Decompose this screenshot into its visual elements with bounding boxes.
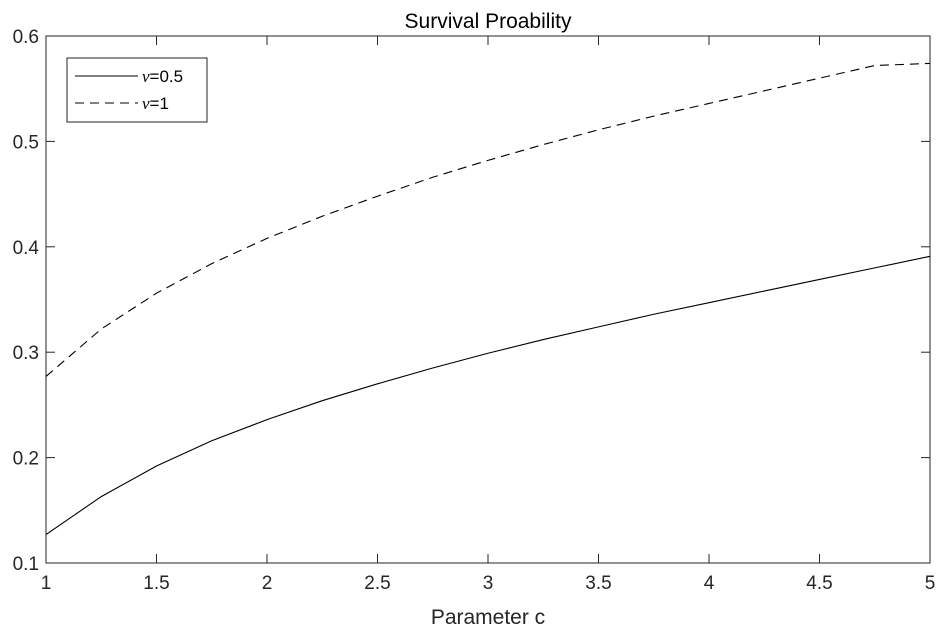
chart-title: Survival Proability [405,10,572,33]
series-line-1 [45,255,931,535]
y-tick-label: 0.4 [13,238,40,259]
x-tick-label: 3.5 [585,573,611,594]
y-tick-label: 0.5 [13,132,39,153]
x-tick-label: 1.5 [143,573,169,594]
x-tick-label: 2.5 [364,573,390,594]
legend-label-2: ν=1 [142,94,169,113]
y-tick-label: 0.6 [13,27,39,48]
legend-value: =1 [150,94,169,113]
nu-symbol: ν [142,94,150,113]
x-tick-label: 3 [483,573,494,594]
legend-box [66,57,208,123]
x-tick-label: 4 [704,573,715,594]
y-tick-label: 0.3 [13,343,39,364]
plot-area: 1 1.5 2 2.5 3 3.5 4 4.5 5 0.1 0.2 0.3 0.4 0.5 0.6 [13,27,936,594]
x-tick-label: 5 [925,573,936,594]
x-tick-label: 4.5 [806,573,832,594]
nu-symbol: ν [142,67,150,86]
y-tick-label: 0.1 [13,554,39,575]
x-axis-label: Parameter c [431,606,545,629]
legend-label-1: ν=0.5 [142,67,183,86]
legend: ν=0.5ν=1 [66,57,208,123]
x-tick-label: 2 [262,573,273,594]
legend-value: =0.5 [150,67,184,86]
y-tick-label: 0.2 [13,449,39,470]
x-tick-label: 1 [41,573,52,594]
series-line-2 [45,62,931,377]
